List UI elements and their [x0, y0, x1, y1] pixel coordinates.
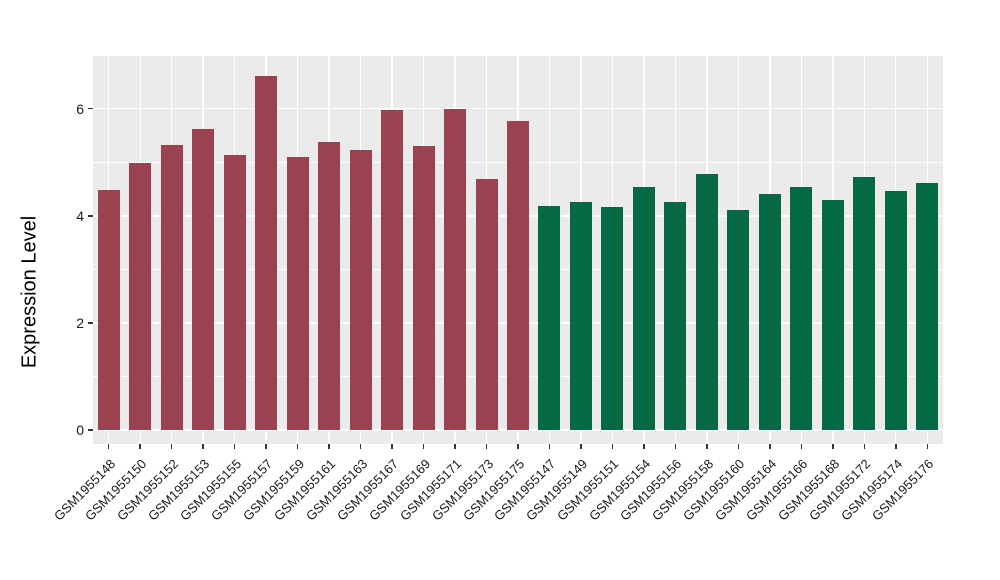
bar-GSM1955155 — [223, 155, 246, 430]
bar-GSM1955156 — [664, 202, 687, 430]
x-tick-mark-GSM1955149 — [580, 444, 582, 449]
y-tick-label-0: 0 — [76, 422, 84, 438]
bar-GSM1955161 — [318, 141, 341, 430]
bar-GSM1955164 — [758, 193, 781, 430]
bar-GSM1955150 — [129, 163, 152, 430]
bar-GSM1955152 — [160, 145, 183, 430]
bar-GSM1955147 — [538, 205, 561, 430]
x-tick-mark-GSM1955171 — [454, 444, 456, 449]
x-tick-mark-GSM1955160 — [737, 444, 740, 449]
bar-GSM1955148 — [97, 190, 120, 430]
x-tick-mark-GSM1955166 — [800, 444, 803, 449]
bar-GSM1955173 — [475, 179, 498, 430]
y-tick-label-2: 2 — [76, 314, 84, 331]
x-tick-mark-GSM1955173 — [485, 444, 488, 449]
x-tick-mark-GSM1955151 — [611, 444, 614, 449]
x-tick-mark-GSM1955155 — [233, 444, 236, 449]
y-tick-mark-4 — [88, 215, 93, 217]
x-tick-mark-GSM1955158 — [706, 444, 708, 449]
x-tick-mark-GSM1955148 — [107, 444, 110, 449]
y-tick-mark-0 — [88, 429, 93, 431]
bar-GSM1955158 — [695, 173, 718, 430]
y-tick-label-4: 4 — [76, 207, 84, 224]
x-tick-mark-GSM1955156 — [674, 444, 677, 449]
x-tick-mark-GSM1955157 — [265, 444, 267, 449]
x-tick-mark-GSM1955147 — [548, 444, 551, 449]
x-tick-mark-GSM1955172 — [863, 444, 866, 449]
y-tick-mark-2 — [88, 322, 93, 324]
x-tick-mark-GSM1955163 — [359, 444, 362, 449]
x-tick-mark-GSM1955175 — [517, 444, 519, 449]
bar-GSM1955167 — [381, 110, 404, 430]
bar-GSM1955166 — [790, 186, 813, 430]
bar-GSM1955174 — [884, 191, 907, 430]
bar-GSM1955171 — [444, 109, 467, 430]
plot-panel — [93, 56, 943, 444]
x-tick-mark-GSM1955153 — [202, 444, 204, 449]
x-tick-mark-GSM1955150 — [139, 444, 141, 449]
bar-GSM1955153 — [192, 129, 215, 430]
x-tick-mark-GSM1955164 — [769, 444, 771, 449]
x-tick-mark-GSM1955168 — [832, 444, 834, 449]
y-tick-label-6: 6 — [76, 100, 84, 117]
bar-GSM1955175 — [507, 121, 529, 430]
bar-GSM1955151 — [601, 206, 624, 430]
x-tick-mark-GSM1955167 — [391, 444, 393, 449]
bar-GSM1955154 — [632, 186, 655, 430]
x-tick-mark-GSM1955174 — [895, 444, 897, 449]
y-axis-title: Expression Level — [18, 215, 41, 369]
x-tick-mark-GSM1955154 — [643, 444, 645, 449]
bar-GSM1955172 — [853, 177, 876, 430]
bar-GSM1955176 — [916, 182, 939, 430]
bar-GSM1955159 — [286, 156, 309, 430]
x-tick-mark-GSM1955159 — [296, 444, 299, 449]
bar-GSM1955163 — [349, 149, 372, 430]
bar-GSM1955157 — [255, 75, 278, 430]
x-tick-mark-GSM1955152 — [170, 444, 173, 449]
bar-GSM1955169 — [412, 146, 435, 430]
y-tick-mark-6 — [88, 107, 93, 110]
x-tick-mark-GSM1955169 — [422, 444, 425, 449]
x-tick-mark-GSM1955161 — [328, 444, 330, 449]
bar-GSM1955160 — [727, 210, 750, 430]
bar-GSM1955149 — [569, 202, 592, 430]
bar-GSM1955168 — [821, 200, 844, 430]
x-tick-mark-GSM1955176 — [926, 444, 928, 449]
